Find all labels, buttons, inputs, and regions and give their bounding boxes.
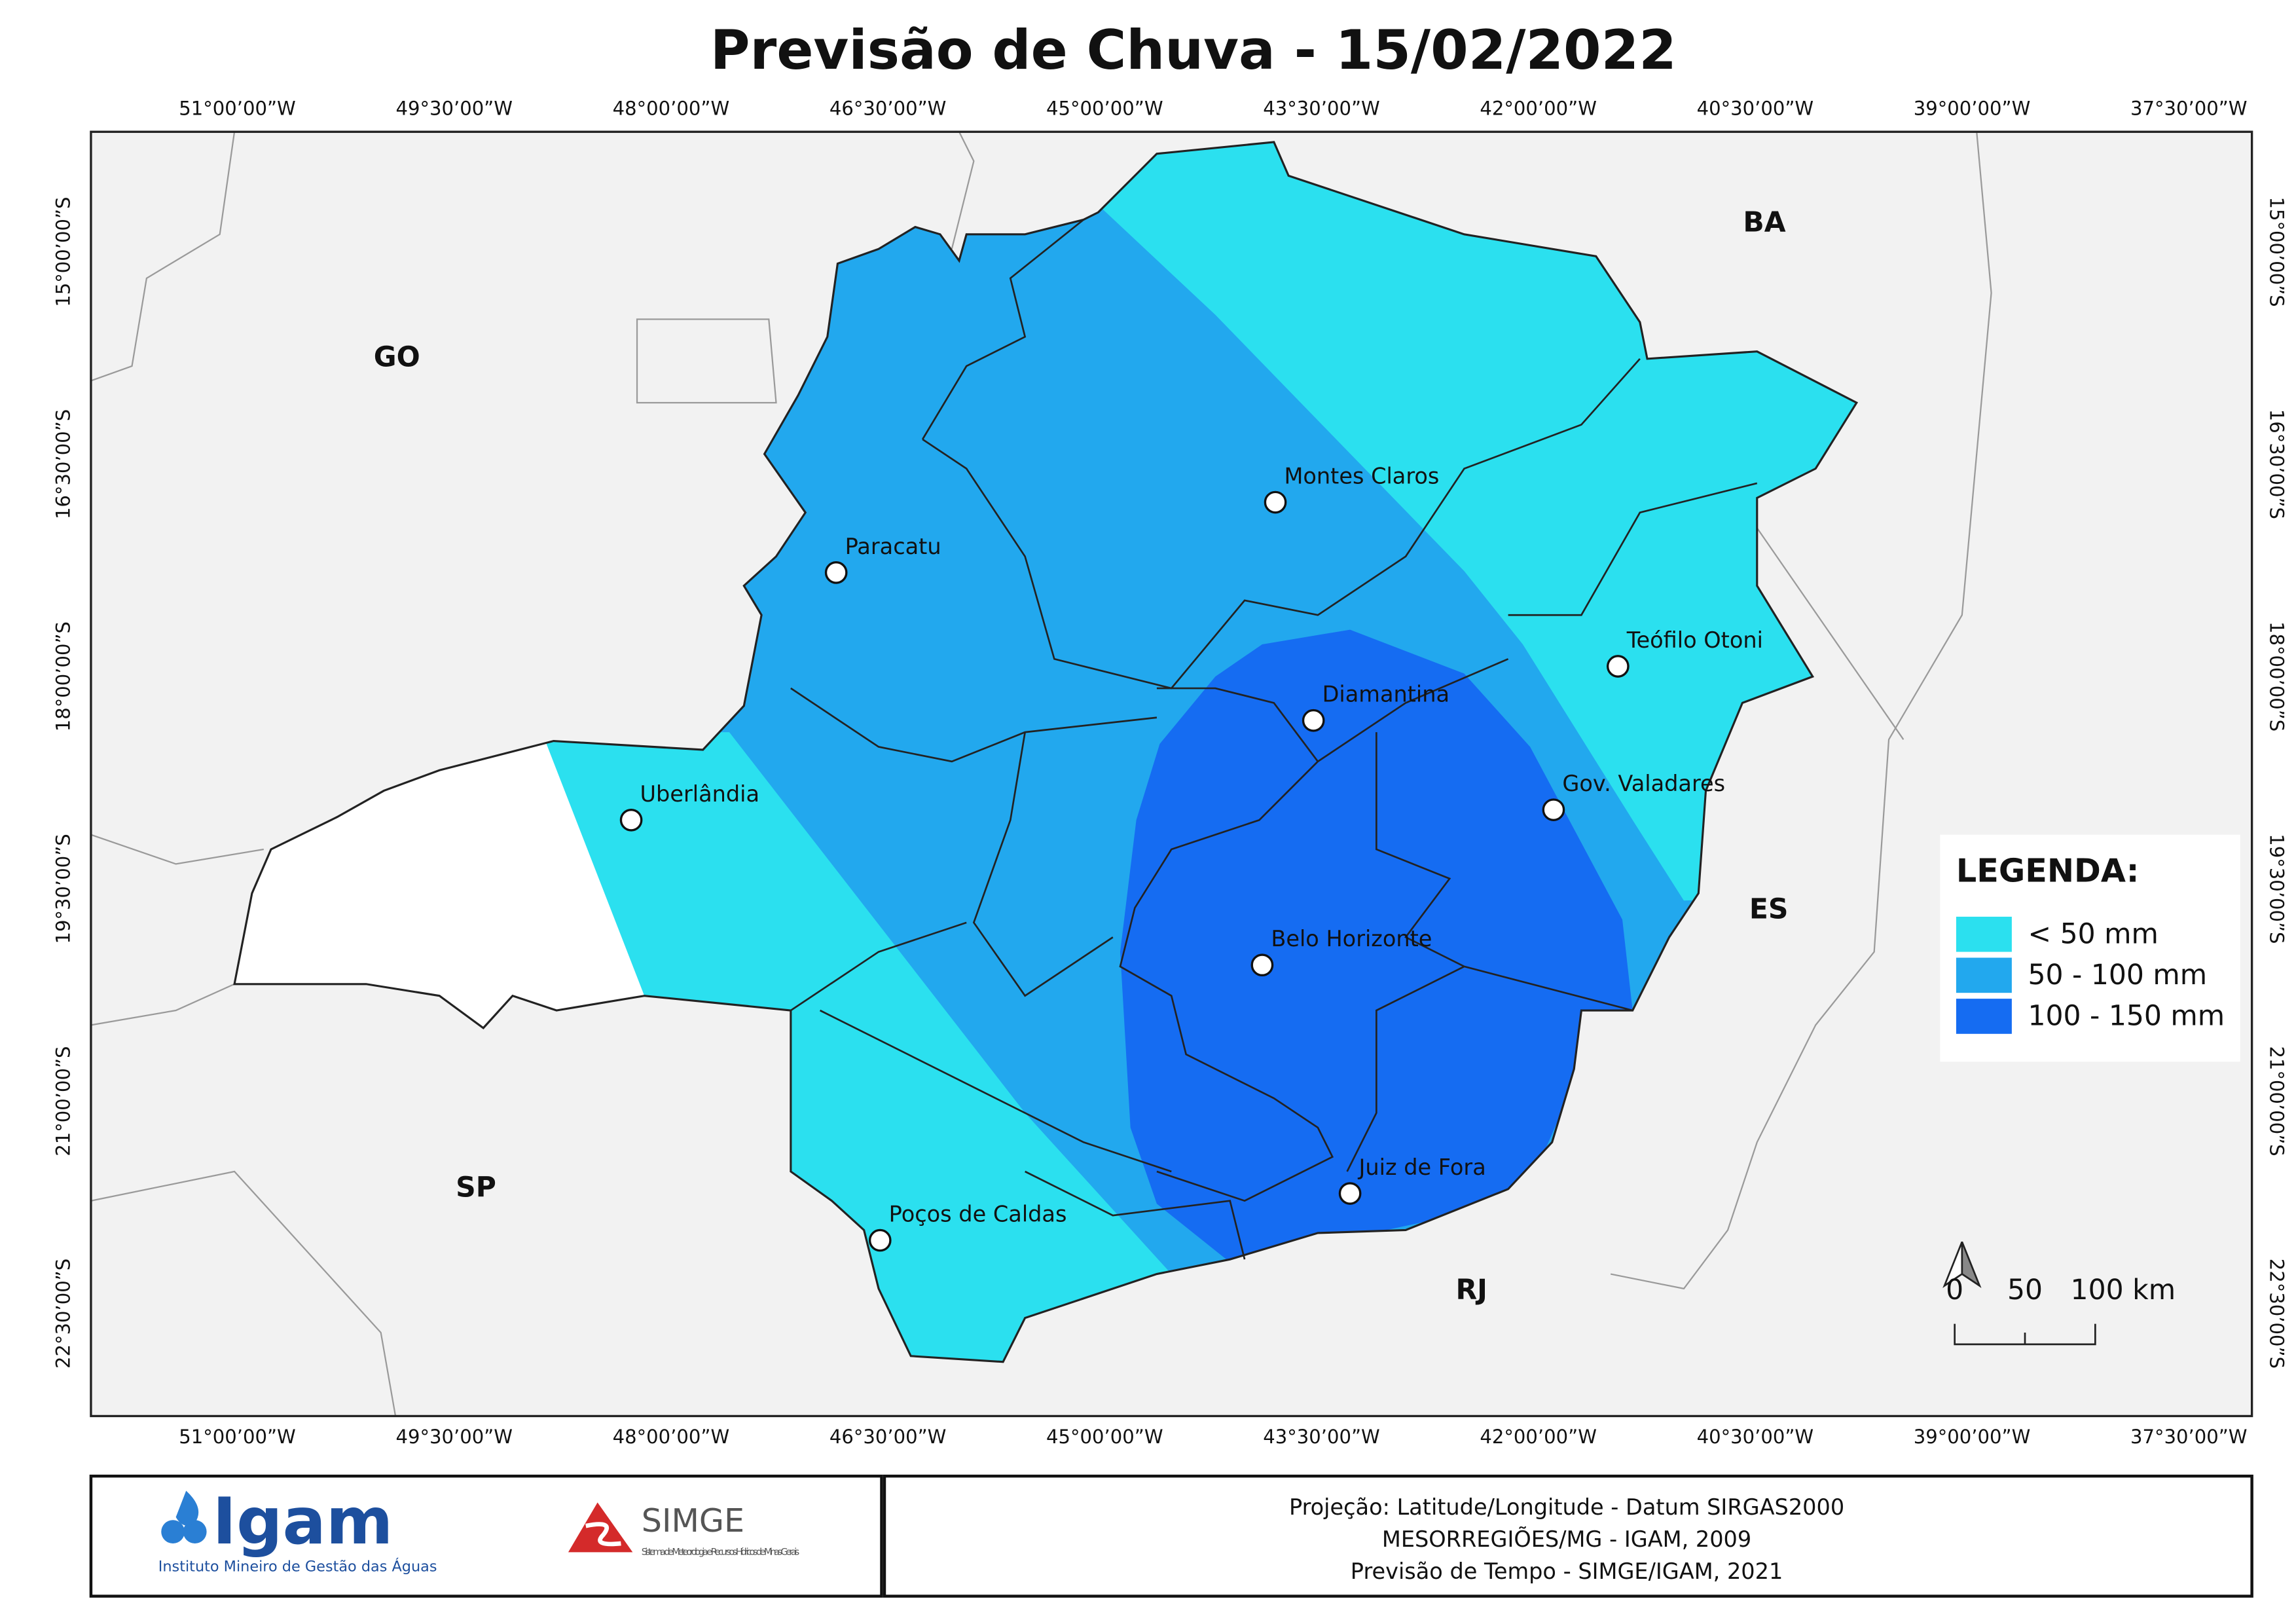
city-label: Belo Horizonte — [1271, 926, 1432, 951]
footer: Igam Instituto Mineiro de Gestão das Águ… — [89, 1474, 2253, 1598]
igam-subtitle: Instituto Mineiro de Gestão das Águas — [158, 1557, 437, 1575]
mesoregion-borders — [790, 219, 1758, 1260]
state-labels: GO BA ES SP RJ — [374, 207, 1789, 1306]
coordinate-labels: 51°00’00”W 51°00’00”W 49°30’00”W 49°30’00”W… — [52, 98, 2288, 1448]
legend-label: 100 - 150 mm — [2028, 1001, 2225, 1033]
credit-line: Previsão de Tempo - SIMGE/IGAM, 2021 — [1351, 1559, 1783, 1584]
city-label: Montes Claros — [1284, 464, 1439, 489]
map-frame — [90, 130, 2253, 1418]
longitude-label: 40°30’00”W — [1697, 98, 1814, 120]
footer-credits-box — [883, 1474, 2253, 1598]
igam-name: Igam — [213, 1485, 393, 1559]
city-marker — [868, 1228, 892, 1252]
longitude-label: 43°30’00”W — [1263, 98, 1380, 120]
state-label: BA — [1743, 207, 1785, 239]
state-label: GO — [374, 341, 420, 373]
city-marker — [619, 808, 643, 832]
legend-swatch — [1956, 999, 2012, 1034]
longitude-label: 49°30’00”W — [395, 1426, 513, 1448]
scale-label: 0 — [1946, 1274, 1963, 1306]
longitude-label: 48°00’00”W — [613, 98, 730, 120]
city-marker — [1250, 953, 1274, 977]
credit-line: MESORREGIÕES/MG - IGAM, 2009 — [1382, 1526, 1751, 1552]
city-label: Diamantina — [1322, 682, 1449, 707]
legend-title: LEGENDA: — [1956, 851, 2140, 889]
credit-line: Projeção: Latitude/Longitude - Datum SIR… — [1289, 1494, 1844, 1520]
city-marker — [1338, 1182, 1362, 1205]
longitude-label: 51°00’00”W — [179, 1426, 296, 1448]
latitude-label: 16°30’00”S — [2265, 409, 2287, 519]
longitude-label: 37°30’00”W — [2130, 1426, 2248, 1448]
longitude-label: 43°30’00”W — [1263, 1426, 1380, 1448]
simge-logo: SIMGE Sistema de Meteorologia e Recursos… — [568, 1502, 799, 1557]
latitude-label: 16°30’00”S — [52, 409, 75, 519]
zone-low — [541, 732, 1172, 1362]
simge-name: SIMGE — [642, 1502, 744, 1540]
city-marker — [1264, 490, 1287, 514]
longitude-label: 46°30’00”W — [829, 98, 947, 120]
longitude-label: 42°00’00”W — [1480, 98, 1597, 120]
latitude-label: 19°30’00”S — [2265, 834, 2287, 944]
legend: < 50 mm 50 - 100 mm 100 - 150 mm — [1956, 916, 2225, 1034]
city-label: Uberlândia — [640, 781, 760, 807]
city-label: Paracatu — [845, 534, 941, 559]
latitude-label: 15°00’00”S — [52, 197, 75, 307]
legend-swatch — [1956, 957, 2012, 993]
city-marker — [824, 561, 848, 584]
latitude-label: 18°00’00”S — [2265, 621, 2287, 731]
latitude-label: 19°30’00”S — [52, 834, 75, 944]
longitude-label: 48°00’00”W — [613, 1426, 730, 1448]
zone-high — [1120, 629, 1633, 1263]
north-arrow — [1942, 1241, 1982, 1288]
city-marker — [1542, 798, 1565, 821]
legend-swatch — [1956, 916, 2012, 952]
city-label: Teófilo Otoni — [1626, 627, 1763, 653]
longitude-label: 39°00’00”W — [1914, 98, 2031, 120]
longitude-label: 39°00’00”W — [1914, 1426, 2031, 1448]
longitude-label: 46°30’00”W — [829, 1426, 947, 1448]
cities: Montes Claros Paracatu Teófilo Otoni Diaman… — [619, 464, 1763, 1252]
city-marker — [1607, 655, 1630, 678]
scale-label: 50 — [2007, 1274, 2043, 1306]
latitude-label: 15°00’00”S — [2265, 197, 2287, 307]
longitude-label: 42°00’00”W — [1480, 1426, 1597, 1448]
longitude-label: 37°30’00”W — [2130, 98, 2248, 120]
latitude-label: 22°30’00”S — [2265, 1259, 2287, 1369]
latitude-label: 18°00’00”S — [52, 621, 75, 731]
latitude-label: 21°00’00”S — [2265, 1046, 2287, 1156]
zone-low — [1098, 141, 1857, 901]
longitude-label: 51°00’00”W — [179, 98, 296, 120]
latitude-label: 22°30’00”S — [52, 1259, 75, 1369]
state-label: ES — [1749, 893, 1789, 925]
rain-zones — [541, 141, 1857, 1362]
city-marker — [1302, 709, 1325, 732]
longitude-label: 45°00’00”W — [1046, 1426, 1163, 1448]
longitude-label: 45°00’00”W — [1046, 98, 1163, 120]
scale-label: 100 km — [2071, 1274, 2176, 1306]
state-label: SP — [456, 1172, 496, 1204]
legend-label: < 50 mm — [2028, 918, 2158, 950]
city-label: Gov. Valadares — [1562, 771, 1725, 796]
city-label: Juiz de Fora — [1358, 1154, 1486, 1180]
legend-label: 50 - 100 mm — [2028, 959, 2207, 991]
igam-logo: Igam Instituto Mineiro de Gestão das Águ… — [158, 1485, 437, 1575]
map-title: Previsão de Chuva - 15/02/2022 — [710, 18, 1677, 82]
state-label: RJ — [1455, 1274, 1487, 1306]
simge-subtitle: Sistema de Meteorologia e Recursos Hídri… — [642, 1547, 800, 1557]
longitude-label: 49°30’00”W — [395, 98, 513, 120]
city-label: Poços de Caldas — [889, 1202, 1067, 1227]
map-area: Montes Claros Paracatu Teófilo Otoni Diaman… — [90, 132, 2252, 1416]
footer-logos-box — [89, 1474, 883, 1598]
latitude-label: 21°00’00”S — [52, 1046, 75, 1156]
longitude-label: 40°30’00”W — [1697, 1426, 1814, 1448]
scale-bar: 0 50 100 km — [1946, 1274, 2176, 1346]
